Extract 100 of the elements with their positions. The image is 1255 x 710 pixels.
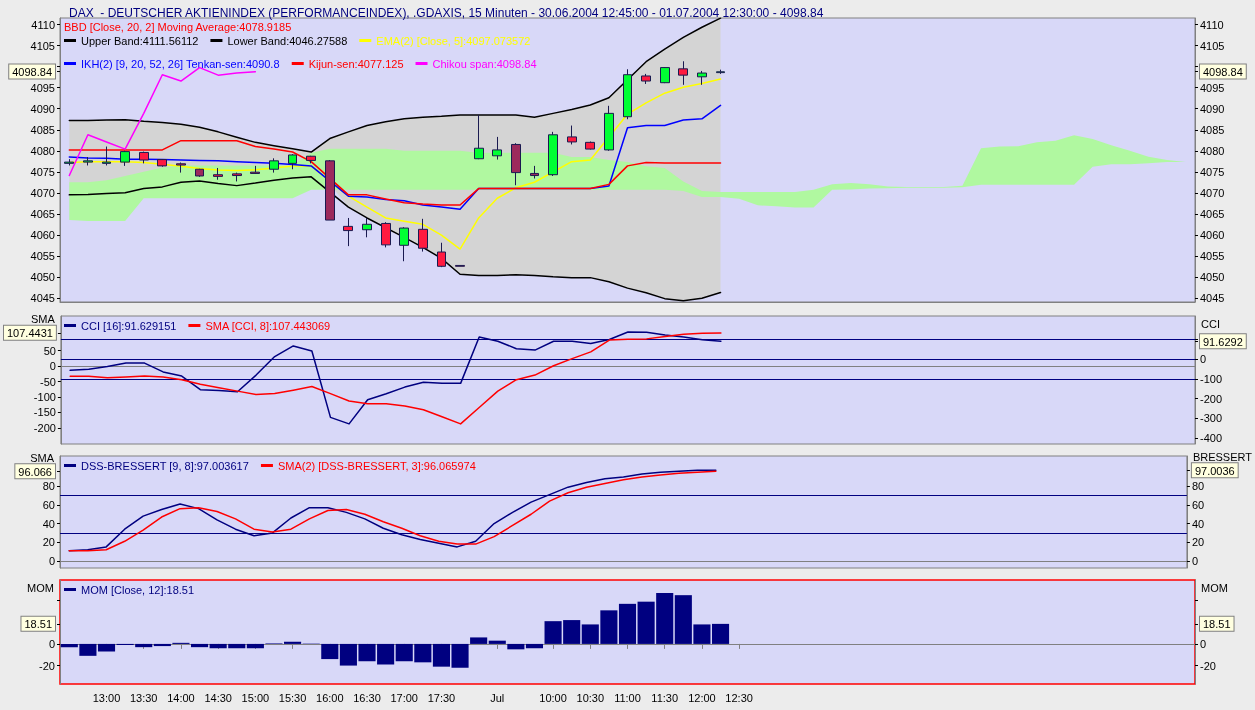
y-tick-label: 4050 <box>30 270 55 283</box>
y2-tick-label: 97.0036 <box>1194 464 1235 477</box>
candlestick <box>660 66 670 84</box>
x-tick-label: 13:30 <box>129 691 158 704</box>
candlestick <box>232 172 242 182</box>
y-tick-label: -200 <box>33 421 56 434</box>
candlestick <box>362 217 372 238</box>
candlestick <box>530 165 539 179</box>
candlestick <box>641 73 651 85</box>
y-tick-label: 4075 <box>30 165 55 178</box>
y2-tick-label: 4105 <box>1200 39 1225 52</box>
line-series <box>68 176 722 302</box>
y2-axis-title: CCI <box>1201 317 1220 330</box>
y-tick-label: -150 <box>33 406 56 419</box>
candlestick <box>455 264 465 267</box>
y2-tick-label: 4075 <box>1200 165 1225 178</box>
y-tick-label: -20 <box>39 659 55 672</box>
x-tick-label: 17:00 <box>390 691 418 704</box>
y-tick-label: 4055 <box>30 249 55 262</box>
y-tick-label: 40 <box>42 517 55 530</box>
y2-tick-label: -400 <box>1200 432 1223 445</box>
bar <box>153 643 171 647</box>
y-tick-label: 18.51 <box>24 618 52 631</box>
candlestick <box>567 125 577 145</box>
y2-tick-label: 4070 <box>1200 186 1225 199</box>
y2-tick-label: 4085 <box>1200 123 1225 136</box>
x-tick-label: 14:30 <box>204 691 232 704</box>
y2-tick-label: 4110 <box>1200 18 1224 31</box>
y2-axis-title: BRESSERT <box>1192 450 1253 463</box>
bar <box>618 603 637 644</box>
candlestick <box>381 221 391 248</box>
candlestick <box>83 156 93 166</box>
bar <box>507 643 525 650</box>
chart-title: DAX - DEUTSCHER AKTIENINDEX (PERFORMANCEINDEX), .GDAXIS, 15 Minuten - 30.06.2004 12:45:00 - 01.07.2004 12:30:00 - 4098.84 <box>69 6 824 20</box>
y2-tick-label: -200 <box>1200 392 1223 405</box>
x-tick-label: 15:00 <box>241 691 270 704</box>
candlestick <box>64 158 74 166</box>
candlestick <box>325 159 335 221</box>
y2-axis-title: MOM <box>1201 581 1228 594</box>
y-tick-label: 96.066 <box>18 465 52 478</box>
bar <box>525 643 544 649</box>
y2-tick-label: 0 <box>1191 554 1199 567</box>
candlestick <box>437 242 446 268</box>
candlestick <box>176 162 186 174</box>
bar <box>470 637 488 644</box>
legend-label: SMA(2) [DSS-BRESSERT, 3]:96.065974 <box>277 459 476 472</box>
candlestick <box>585 141 595 150</box>
legend-label: Chikou span:4098.84 <box>432 57 537 70</box>
y-tick-label: 4045 <box>30 291 55 304</box>
legend-label: IKH(2) [9, 20, 52, 26] Tenkan-sen:4090.8 <box>81 57 280 70</box>
x-tick-label: 16:00 <box>316 691 344 704</box>
y2-tick-label: 0 <box>1200 637 1207 650</box>
y-axis-title: MOM <box>27 581 54 594</box>
candlestick <box>604 105 614 152</box>
candlestick <box>716 69 725 75</box>
y-tick-label: -100 <box>33 391 56 403</box>
x-tick-label: 15:30 <box>278 691 307 704</box>
bar <box>711 623 730 644</box>
y2-tick-label: -20 <box>1200 659 1216 672</box>
candlestick <box>269 157 279 174</box>
candlestick <box>418 218 428 253</box>
candlestick <box>399 226 409 262</box>
bar <box>321 643 339 660</box>
y-tick-label: 4070 <box>30 186 55 199</box>
bar <box>97 643 116 652</box>
candlestick <box>697 70 707 86</box>
y-tick-label: 107.4431 <box>6 327 53 340</box>
legend-label: Kijun-sen:4077.125 <box>308 57 404 70</box>
candlestick <box>306 155 316 164</box>
y2-tick-label: 4090 <box>1200 102 1225 115</box>
x-tick-label: 17:30 <box>427 691 456 704</box>
y-axis-title: SMA <box>31 313 56 326</box>
y-tick-label: 4090 <box>30 102 55 115</box>
y-tick-label: 4065 <box>30 207 55 220</box>
y2-tick-label: -100 <box>1200 373 1223 386</box>
y2-tick-label: 20 <box>1191 536 1205 549</box>
candlestick <box>623 68 632 120</box>
candlestick <box>474 114 484 160</box>
y2-tick-label: 4098.84 <box>1203 66 1243 79</box>
y2-tick-label: 80 <box>1191 480 1205 493</box>
y2-tick-label: 4050 <box>1200 270 1225 283</box>
y-tick-label: 4110 <box>31 18 55 31</box>
x-tick-label: 12:00 <box>688 691 716 704</box>
candlestick <box>250 165 260 175</box>
y-tick-label: 20 <box>42 536 55 549</box>
annotation: BBD [Close, 20, 2] Moving Average:4078.9185 <box>64 20 292 33</box>
y-tick-label: 80 <box>42 480 55 493</box>
y-tick-label: -50 <box>39 375 56 388</box>
x-tick-label: 10:30 <box>576 691 605 704</box>
legend-label: CCI [16]:91.629151 <box>81 319 177 332</box>
candlestick <box>548 131 558 177</box>
candlestick <box>492 136 502 161</box>
y-tick-label: 50 <box>43 344 56 357</box>
y-axis-title: SMA <box>30 451 55 464</box>
x-tick-label: 14:00 <box>167 691 195 704</box>
legend-label: SMA [CCI, 8]:107.443069 <box>205 319 331 332</box>
candlestick <box>120 150 130 167</box>
y-tick-label: 0 <box>48 554 55 567</box>
candlestick <box>157 158 167 168</box>
y2-tick-label: 4055 <box>1200 249 1225 262</box>
